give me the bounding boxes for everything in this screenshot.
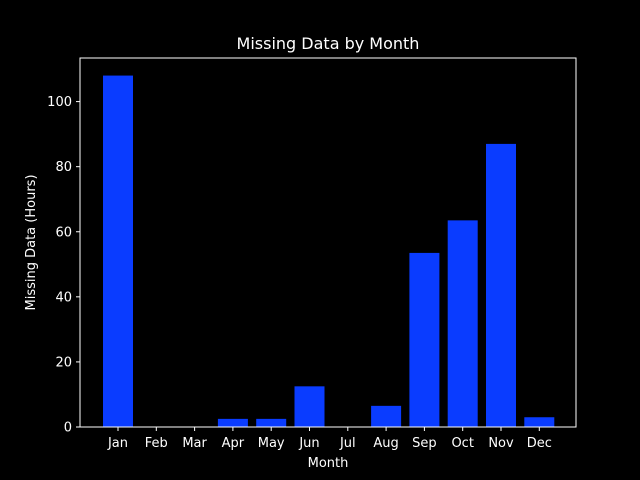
bar-jan <box>103 75 133 427</box>
bar-oct <box>447 220 478 427</box>
bar-aug <box>371 405 402 427</box>
y-tick-label-40: 40 <box>55 290 72 305</box>
bar-may <box>256 418 287 427</box>
x-tick-label-feb: Feb <box>145 436 168 451</box>
x-tick-label-may: May <box>258 436 285 451</box>
bar-sep <box>409 252 440 427</box>
x-tick-label-jul: Jul <box>339 436 356 451</box>
x-tick-label-jun: Jun <box>298 436 319 451</box>
y-axis-label: Missing Data (Hours) <box>24 174 39 310</box>
bar-dec <box>524 417 555 427</box>
x-tick-label-aug: Aug <box>373 436 398 451</box>
x-tick-label-apr: Apr <box>222 436 245 451</box>
bar-nov <box>486 143 516 427</box>
bars-group <box>103 75 555 427</box>
y-tick-label-60: 60 <box>55 225 72 240</box>
x-ticks-group: Jan Feb Mar Apr May Jun Jul Aug Sep Oct Nov Dec <box>107 427 552 451</box>
y-tick-label-20: 20 <box>55 355 72 370</box>
chart-title: Missing Data by Month <box>237 34 420 53</box>
y-ticks-group: 0 20 40 60 80 100 <box>47 95 80 436</box>
plot-frame <box>79 57 577 428</box>
x-tick-label-sep: Sep <box>412 436 437 451</box>
x-tick-label-mar: Mar <box>182 436 207 451</box>
x-tick-label-oct: Oct <box>451 436 473 451</box>
x-axis-label: Month <box>308 456 349 471</box>
y-tick-label-0: 0 <box>64 421 72 436</box>
x-tick-label-nov: Nov <box>488 436 514 451</box>
y-tick-label-80: 80 <box>55 160 72 175</box>
bar-jun <box>294 386 325 427</box>
y-tick-label-100: 100 <box>47 95 72 110</box>
x-tick-label-jan: Jan <box>107 436 128 451</box>
bar-apr <box>217 418 248 427</box>
x-tick-label-dec: Dec <box>527 436 552 451</box>
